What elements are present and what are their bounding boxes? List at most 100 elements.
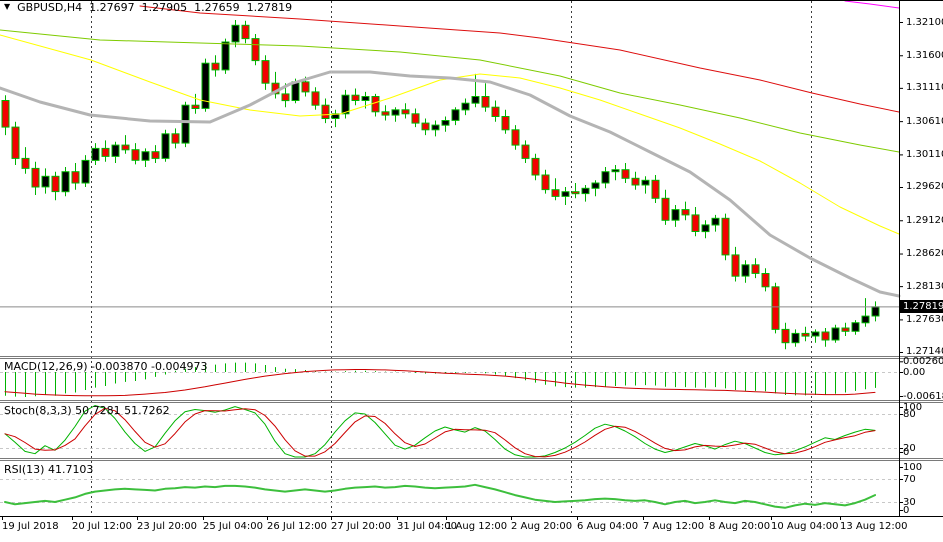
bear-candle: [21, 157, 30, 169]
bull-candle: [591, 182, 600, 189]
bear-candle: [681, 209, 690, 216]
bear-candle: [731, 254, 740, 277]
bull-candle: [361, 96, 370, 101]
bull-candle: [791, 332, 800, 344]
stoch-main-line: [4, 405, 876, 458]
bull-candle: [581, 187, 590, 195]
bull-candle: [141, 151, 150, 161]
bear-candle: [571, 191, 580, 195]
bear-candle: [171, 133, 180, 144]
bear-candle: [551, 189, 560, 197]
bear-candle: [481, 96, 490, 108]
bear-candle: [531, 157, 540, 176]
bear-candle: [801, 332, 810, 337]
bear-candle: [761, 273, 770, 288]
bull-candle: [711, 217, 720, 226]
bear-candle: [821, 331, 830, 341]
bull-candle: [81, 159, 90, 184]
bull-candle: [811, 331, 820, 337]
bull-candle: [161, 133, 170, 159]
rsi-line: [4, 483, 876, 509]
bear-candle: [31, 167, 40, 188]
ma-gray-line: [0, 70, 901, 298]
bull-candle: [221, 41, 230, 71]
bull-candle: [611, 169, 620, 173]
bear-candle: [191, 104, 200, 109]
candles-layer: [1, 20, 880, 350]
bull-candle: [861, 315, 870, 324]
bear-candle: [841, 327, 850, 332]
bear-candle: [281, 93, 290, 102]
bear-candle: [151, 151, 160, 159]
symbol-dropdown-icon[interactable]: ▼: [4, 2, 11, 11]
bull-candle: [471, 96, 480, 104]
bear-candle: [651, 179, 660, 199]
bear-candle: [381, 111, 390, 116]
bull-candle: [91, 147, 100, 161]
bear-candle: [691, 214, 700, 232]
bull-candle: [391, 109, 400, 116]
bear-candle: [51, 175, 60, 193]
bear-candle: [261, 60, 270, 84]
bear-candle: [351, 94, 360, 101]
bull-candle: [741, 264, 750, 277]
bear-candle: [631, 177, 640, 186]
bull-candle: [851, 322, 860, 332]
bear-candle: [1, 100, 10, 128]
stoch-signal-line: [4, 407, 876, 458]
bear-candle: [621, 169, 630, 179]
bear-candle: [311, 91, 320, 106]
bull-candle: [41, 175, 50, 188]
bear-candle: [371, 96, 380, 113]
bear-candle: [511, 129, 520, 146]
bull-candle: [291, 81, 300, 102]
bear-candle: [301, 81, 310, 93]
bear-candle: [541, 174, 550, 191]
bear-candle: [241, 24, 250, 40]
bull-candle: [341, 94, 350, 115]
bear-candle: [491, 106, 500, 117]
bear-candle: [411, 113, 420, 124]
bear-candle: [771, 286, 780, 330]
bull-candle: [831, 327, 840, 341]
bull-candle: [871, 306, 880, 317]
bear-candle: [751, 264, 760, 274]
bull-candle: [441, 120, 450, 126]
bull-candle: [61, 171, 70, 193]
bull-candle: [671, 209, 680, 221]
ma-magenta-line: [844, 0, 900, 9]
bull-candle: [111, 144, 120, 157]
bear-candle: [211, 62, 220, 71]
bear-candle: [781, 328, 790, 344]
bear-candle: [501, 116, 510, 131]
ma-yellow-line: [0, 34, 900, 235]
bear-candle: [11, 126, 20, 159]
ma-red-line: [139, 5, 900, 113]
bull-candle: [461, 102, 470, 111]
bull-candle: [231, 24, 240, 43]
bear-candle: [661, 197, 670, 221]
bear-candle: [121, 144, 130, 151]
bear-candle: [421, 122, 430, 131]
bull-candle: [641, 179, 650, 186]
bear-candle: [721, 217, 730, 256]
bear-candle: [131, 149, 140, 161]
bear-candle: [321, 104, 330, 119]
bear-candle: [101, 147, 110, 157]
bull-candle: [561, 191, 570, 197]
bear-candle: [521, 144, 530, 159]
bull-candle: [181, 104, 190, 144]
bull-candle: [701, 224, 710, 233]
bear-candle: [251, 38, 260, 62]
bear-candle: [401, 109, 410, 115]
bull-candle: [601, 171, 610, 184]
macd-signal-line: [4, 369, 876, 397]
bear-candle: [71, 171, 80, 184]
bull-candle: [201, 62, 210, 109]
ma-lime-line: [0, 29, 900, 153]
bull-candle: [431, 124, 440, 131]
bull-candle: [451, 109, 460, 121]
